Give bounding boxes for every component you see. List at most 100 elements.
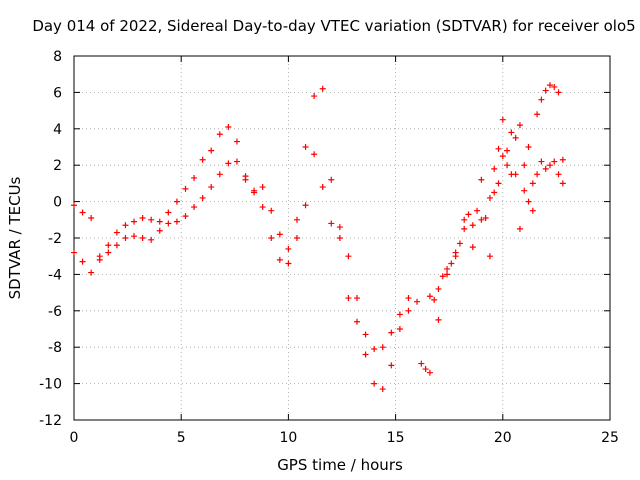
y-tick-label: 4 [53, 122, 62, 138]
data-point [444, 271, 451, 278]
data-point [452, 249, 459, 256]
data-point [426, 293, 433, 300]
y-tick-label: -8 [48, 340, 62, 356]
data-point [444, 265, 451, 272]
data-point [251, 187, 258, 194]
data-point [555, 171, 562, 178]
data-point [319, 184, 326, 191]
data-point [345, 295, 352, 302]
data-point [259, 204, 266, 211]
data-point [225, 160, 232, 167]
data-point [546, 162, 553, 169]
data-point [233, 158, 240, 165]
data-point [319, 85, 326, 92]
data-point [512, 134, 519, 141]
data-point [285, 260, 292, 267]
data-point [156, 218, 163, 225]
data-point [538, 158, 545, 165]
data-point [362, 351, 369, 358]
data-point [491, 165, 498, 172]
data-point [542, 87, 549, 94]
data-point [495, 180, 502, 187]
data-point [216, 131, 223, 138]
data-point [435, 316, 442, 323]
data-point [534, 111, 541, 118]
data-point [173, 198, 180, 205]
data-point [435, 285, 442, 292]
data-point [259, 184, 266, 191]
data-point [371, 380, 378, 387]
data-point [328, 176, 335, 183]
data-point [113, 242, 120, 249]
data-point [551, 158, 558, 165]
data-point [233, 138, 240, 145]
data-point [422, 366, 429, 373]
data-point [405, 295, 412, 302]
data-point [105, 242, 112, 249]
x-tick-label: 0 [70, 430, 79, 446]
data-point [529, 207, 536, 214]
data-point [182, 185, 189, 192]
data-point [208, 147, 215, 154]
data-point [396, 311, 403, 318]
data-point [71, 202, 77, 209]
data-point [525, 198, 532, 205]
data-point [465, 211, 472, 218]
x-axis-label: GPS time / hours [277, 456, 403, 474]
data-point [173, 218, 180, 225]
data-point [431, 296, 438, 303]
data-point [439, 273, 446, 280]
data-point [521, 162, 528, 169]
data-point [448, 260, 455, 267]
data-point [122, 235, 129, 241]
data-point [525, 144, 532, 150]
data-point [113, 229, 120, 236]
y-axis-label: SDTVAR / TECUs [6, 176, 24, 299]
data-point [486, 253, 493, 260]
data-point [131, 218, 138, 225]
data-point [469, 222, 476, 229]
data-point [469, 244, 476, 251]
data-point [242, 173, 249, 180]
data-point [456, 240, 463, 247]
chart-title: Day 014 of 2022, Sidereal Day-to-day VTE… [32, 17, 635, 35]
data-point [336, 235, 343, 241]
data-point [148, 216, 155, 223]
data-point [521, 187, 528, 194]
series-track-4 [414, 134, 566, 323]
data-point [276, 256, 283, 263]
data-point [474, 207, 481, 214]
x-tick-label: 20 [494, 430, 512, 446]
data-point [516, 122, 523, 129]
data-point [546, 82, 553, 89]
data-point [165, 220, 172, 227]
data-point [396, 326, 403, 332]
data-point [328, 220, 335, 227]
data-point [311, 93, 318, 100]
plot-frame [73, 55, 611, 421]
data-point [529, 180, 536, 187]
data-point [491, 189, 498, 196]
data-point [379, 386, 386, 393]
series-track-3 [418, 82, 566, 376]
data-point [371, 346, 378, 353]
data-point [388, 329, 395, 336]
x-axis-tick-labels: 0 5 10 15 20 25 [70, 430, 619, 446]
data-point [122, 222, 129, 229]
data-point [148, 236, 155, 243]
data-point [302, 144, 309, 150]
data-point [461, 225, 468, 232]
data-point [225, 123, 232, 130]
series-track-2 [71, 85, 412, 393]
data-point [478, 176, 485, 183]
y-tick-label: -12 [39, 413, 62, 429]
data-point [88, 269, 95, 276]
data-point [555, 89, 562, 96]
y-tick-label: 0 [53, 195, 62, 211]
data-point [311, 151, 318, 158]
x-tick-label: 5 [177, 430, 186, 446]
y-tick-label: -4 [48, 267, 62, 283]
data-point [199, 194, 206, 201]
data-point [139, 214, 146, 221]
